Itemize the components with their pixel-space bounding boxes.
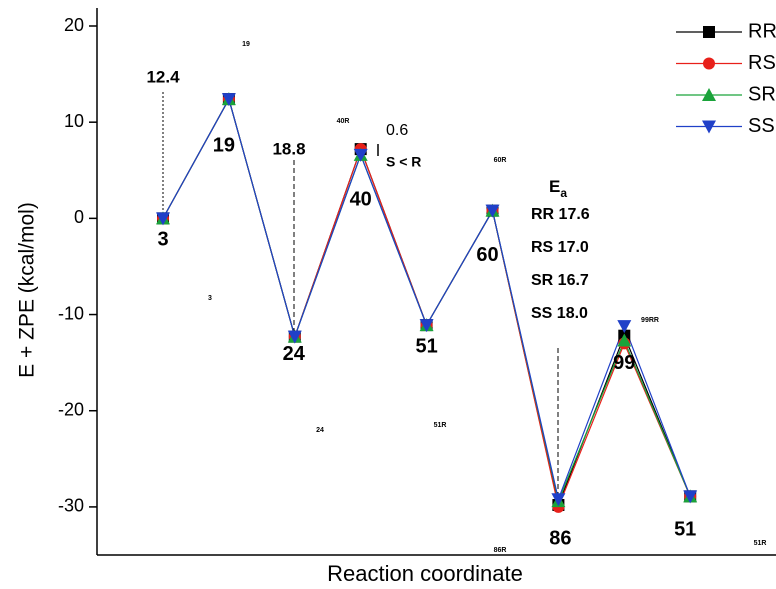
structure-label: 86R — [494, 547, 507, 554]
point-label: 99 — [613, 352, 635, 374]
structure-label: 3 — [208, 295, 212, 302]
structure-label: 60R — [494, 157, 507, 164]
series-line — [163, 99, 690, 501]
x-axis-label: Reaction coordinate — [327, 561, 523, 586]
marker — [703, 26, 715, 38]
legend-label: SS — [748, 115, 775, 137]
y-tick-label: 20 — [64, 15, 84, 35]
legend-label: RR — [748, 20, 776, 42]
y-tick-label: 0 — [74, 207, 84, 227]
chart: E + ZPE (kcal/mol) Reaction coordinate E… — [0, 0, 776, 589]
point-label: 3 — [157, 229, 168, 251]
y-axis-label: E + ZPE (kcal/mol) — [16, 202, 39, 378]
series-line — [163, 99, 690, 507]
point-label: 19 — [213, 134, 235, 156]
legend-label: SR — [748, 83, 776, 105]
ea-sub: a — [560, 186, 567, 200]
point-label: 60 — [476, 244, 498, 266]
y-tick-label: 10 — [64, 111, 84, 131]
structure-label: 19 — [242, 41, 250, 48]
point-label: 86 — [549, 527, 571, 549]
annotation: SR 16.7 — [531, 272, 589, 289]
y-tick-label: -30 — [58, 496, 84, 516]
point-label: 24 — [283, 343, 306, 365]
annotation: RS 17.0 — [531, 239, 589, 256]
point-label: 51 — [674, 519, 696, 541]
legend-label: RS — [748, 52, 776, 74]
annotation: 0.6 — [386, 122, 408, 139]
y-tick-label: -20 — [58, 399, 84, 419]
structure-label: 24 — [316, 427, 324, 434]
structure-label: 51R — [754, 540, 767, 547]
marker — [703, 58, 715, 70]
structure-label: 51R — [434, 422, 447, 429]
annotation: S < R — [386, 154, 421, 170]
annotation: 18.8 — [272, 139, 305, 158]
series-line — [163, 99, 690, 505]
point-label: 40 — [350, 188, 372, 210]
annotation: RR 17.6 — [531, 206, 590, 223]
ea-label: Ea — [549, 177, 567, 200]
y-tick-label: -10 — [58, 303, 84, 323]
structure-label: 99RR — [641, 317, 659, 324]
structure-label: 40R — [337, 118, 350, 125]
ea-main: E — [549, 177, 560, 196]
annotation: 12.4 — [146, 67, 180, 86]
series-line — [163, 99, 690, 499]
annotation: SS 18.0 — [531, 305, 588, 322]
point-label: 51 — [415, 335, 437, 357]
